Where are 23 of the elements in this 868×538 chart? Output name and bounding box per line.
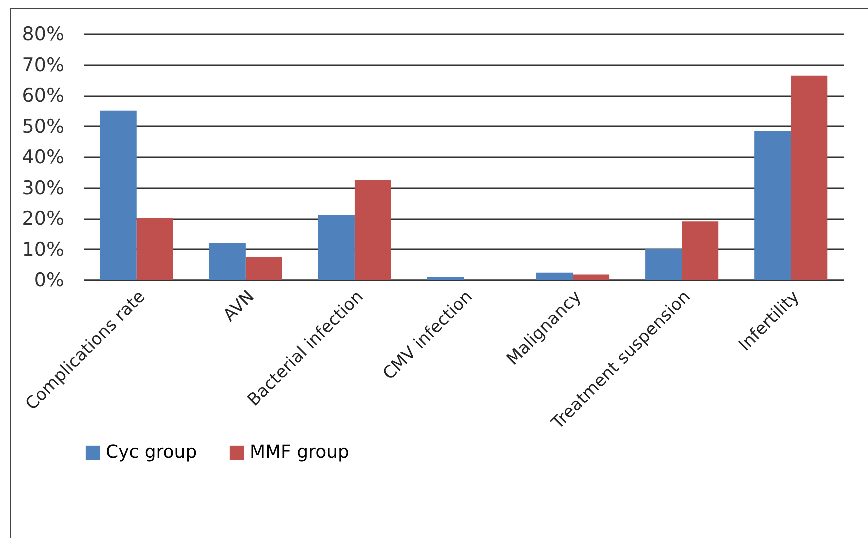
bar (246, 256, 282, 280)
bar (136, 218, 174, 280)
y-tick-label: 20% (22, 208, 64, 230)
bar (754, 131, 792, 280)
y-tick-label: 30% (22, 177, 64, 200)
bar (573, 274, 610, 280)
y-tick-label: 10% (22, 238, 64, 261)
bar (318, 215, 355, 280)
y-tick-label: 60% (22, 85, 64, 107)
bar (646, 249, 682, 280)
y-tick-label: 80% (22, 24, 64, 46)
y-tick-label: 70% (22, 54, 64, 76)
bar (209, 243, 246, 280)
bar (682, 222, 719, 280)
bar (536, 272, 574, 280)
bar (354, 180, 392, 280)
bar (100, 110, 137, 280)
y-tick-label: 40% (22, 146, 64, 168)
y-tick-label: 0% (34, 270, 64, 292)
legend-label: MMF group (250, 442, 350, 463)
y-tick-label: 50% (22, 116, 64, 138)
legend-label: Cyc group (106, 442, 198, 463)
bar (791, 76, 828, 280)
